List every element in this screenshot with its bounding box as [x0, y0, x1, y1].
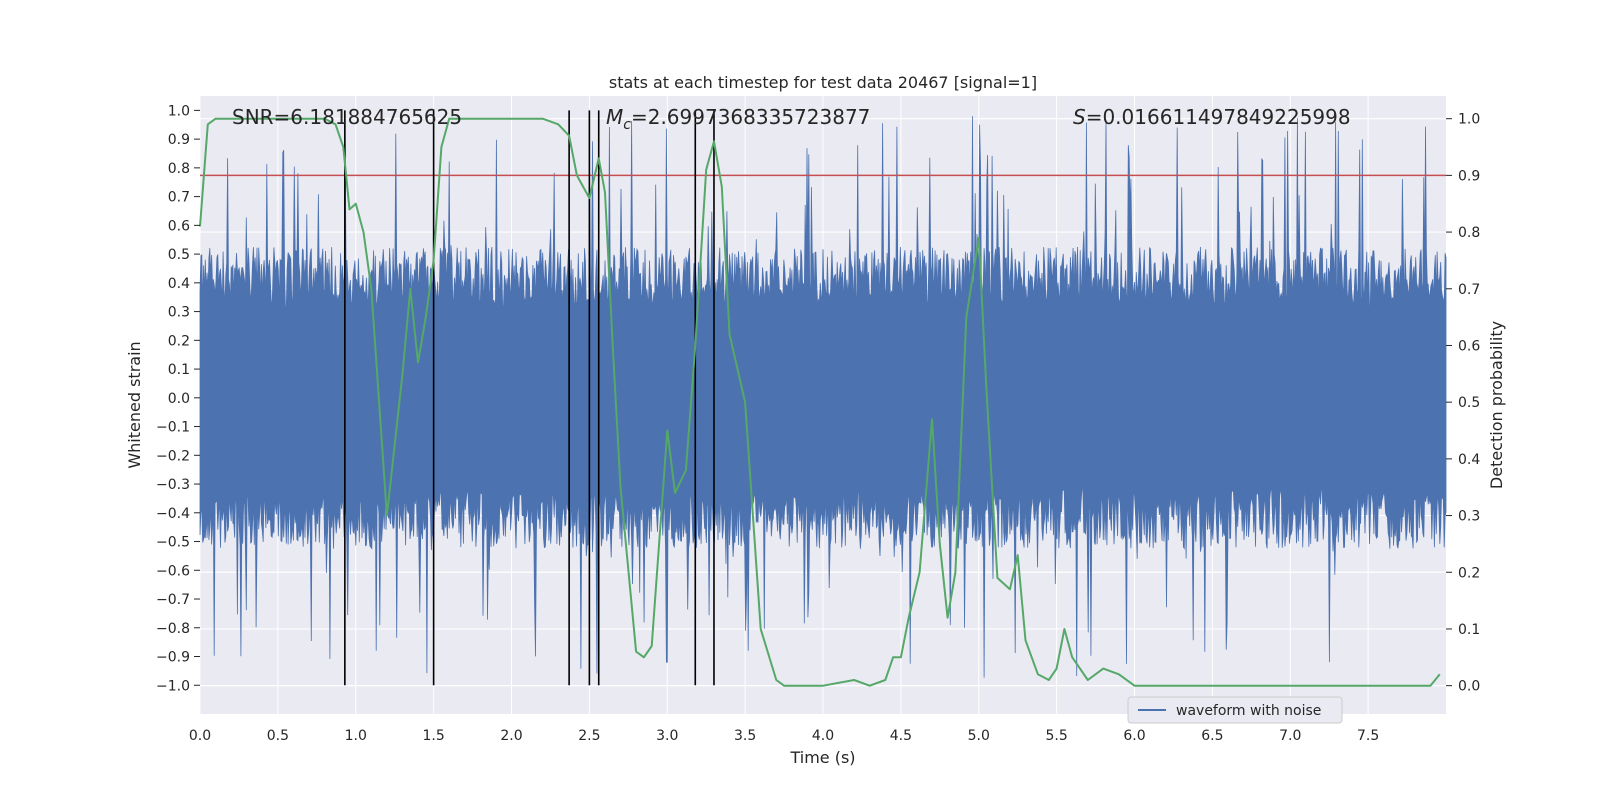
- left-tick-label-7: 0.3: [168, 305, 190, 321]
- strain-trace: [199, 116, 1447, 678]
- left-tick-label-12: −0.2: [156, 448, 190, 464]
- x-tick-label-6: 3.0: [656, 728, 678, 744]
- left-tick-label-17: −0.7: [156, 592, 190, 608]
- left-tick-label-5: 0.5: [168, 247, 190, 263]
- left-tick-label-4: 0.6: [168, 218, 190, 234]
- x-tick-label-13: 6.5: [1201, 728, 1223, 744]
- x-tick-label-1: 0.5: [267, 728, 289, 744]
- right-tick-label-9: 0.1: [1458, 622, 1480, 638]
- left-tick-labels: 1.0 0.9 0.8 0.7 0.6 0.5 0.4 0.3 0.2 0.1 0.0 −0.1 −0.…: [156, 103, 200, 694]
- left-tick-label-16: −0.6: [156, 563, 190, 579]
- right-tick-label-1: 0.9: [1458, 168, 1480, 184]
- x-tick-labels: 0.0 0.5 1.0 1.5 2.0 2.5 3.0 3.5 4.0 4.5 5.0 5.5 6.0 6…: [189, 728, 1379, 744]
- x-tick-label-4: 2.0: [500, 728, 522, 744]
- probability-line: [199, 117, 1441, 687]
- x-tick-label-15: 7.5: [1357, 728, 1379, 744]
- x-tick-label-0: 0.0: [189, 728, 211, 744]
- chirp-mass-subscript: c: [623, 117, 631, 133]
- probability-series: [199, 117, 1441, 687]
- right-tick-label-0: 1.0: [1458, 112, 1480, 128]
- left-tick-label-2: 0.8: [168, 161, 190, 177]
- left-tick-label-13: −0.3: [156, 477, 190, 493]
- left-tick-label-11: −0.1: [156, 420, 190, 436]
- snr-annotation: SNR=6.181884765625: [232, 105, 462, 129]
- y-axis-label-right: Detection probability: [1487, 321, 1506, 489]
- chirp-mass-symbol: M: [606, 105, 623, 129]
- x-tick-label-11: 5.5: [1045, 728, 1067, 744]
- x-tick-label-12: 6.0: [1123, 728, 1145, 744]
- chart-title: stats at each timestep for test data 204…: [609, 73, 1037, 92]
- right-tick-label-4: 0.6: [1458, 338, 1480, 354]
- x-tick-label-9: 4.5: [890, 728, 912, 744]
- left-tick-label-14: −0.4: [156, 506, 190, 522]
- left-tick-label-15: −0.5: [156, 535, 190, 551]
- x-tick-label-3: 1.5: [422, 728, 444, 744]
- y-axis-label-left: Whitened strain: [125, 341, 144, 468]
- right-tick-label-5: 0.5: [1458, 395, 1480, 411]
- left-tick-label-9: 0.1: [168, 362, 190, 378]
- legend: waveform with noise: [1127, 696, 1343, 724]
- strain-waveform: [199, 116, 1447, 678]
- right-tick-label-3: 0.7: [1458, 282, 1480, 298]
- spin-symbol: S: [1073, 105, 1086, 129]
- left-tick-label-20: −1.0: [156, 678, 190, 694]
- right-tick-labels: 1.0 0.9 0.8 0.7 0.6 0.5 0.4 0.3 0.2 0.1 0.0: [1446, 112, 1480, 695]
- x-tick-label-2: 1.0: [345, 728, 367, 744]
- right-tick-label-7: 0.3: [1458, 509, 1480, 525]
- spin-annotation: S=0.016611497849225998: [1073, 105, 1351, 129]
- chirp-mass-value: =2.6997368335723877: [631, 105, 870, 129]
- right-tick-label-10: 0.0: [1458, 679, 1480, 695]
- x-tick-label-14: 7.0: [1279, 728, 1301, 744]
- left-tick-label-19: −0.9: [156, 650, 190, 666]
- chirp-mass-annotation: Mc=2.6997368335723877: [606, 105, 870, 133]
- left-tick-label-6: 0.4: [168, 276, 190, 292]
- x-tick-label-8: 4.0: [812, 728, 834, 744]
- left-tick-label-0: 1.0: [168, 103, 190, 119]
- legend-box: [1127, 696, 1343, 724]
- x-tick-label-5: 2.5: [578, 728, 600, 744]
- x-tick-label-10: 5.0: [968, 728, 990, 744]
- left-tick-label-1: 0.9: [168, 132, 190, 148]
- vertical-markers: [344, 110, 715, 686]
- left-tick-label-10: 0.0: [168, 391, 190, 407]
- spin-value: =0.016611497849225998: [1086, 105, 1351, 129]
- right-tick-label-8: 0.2: [1458, 565, 1480, 581]
- right-tick-label-6: 0.4: [1458, 452, 1480, 468]
- right-tick-label-2: 0.8: [1458, 225, 1480, 241]
- left-tick-label-8: 0.2: [168, 333, 190, 349]
- left-tick-label-3: 0.7: [168, 190, 190, 206]
- x-axis-label: Time (s): [789, 748, 855, 767]
- left-tick-label-18: −0.8: [156, 621, 190, 637]
- legend-label-waveform: waveform with noise: [1176, 703, 1321, 719]
- x-tick-label-7: 3.5: [734, 728, 756, 744]
